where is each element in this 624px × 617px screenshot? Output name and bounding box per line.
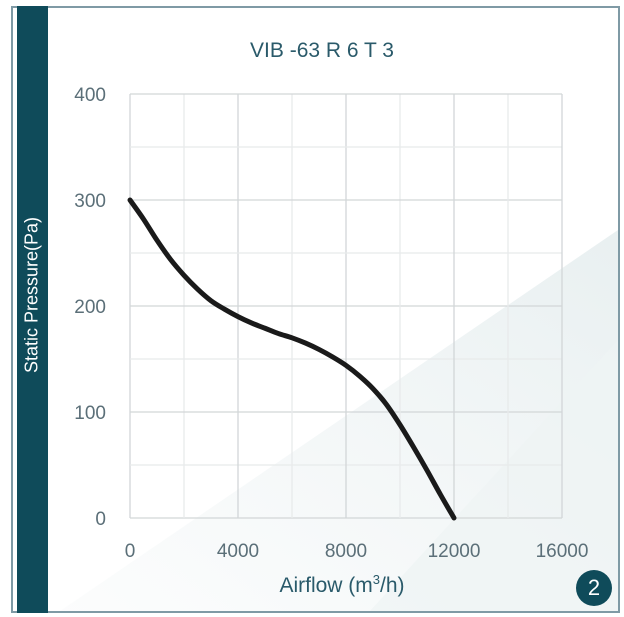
page-number-badge: 2 bbox=[576, 570, 612, 606]
ticks: 0 4000 8000 12000 16000 0 100 200 300 400 bbox=[74, 85, 588, 562]
series-line bbox=[127, 197, 457, 521]
y-tick-label: 300 bbox=[74, 191, 106, 212]
chart-title: VIB -63 R 6 T 3 bbox=[250, 39, 394, 62]
y-tick-label: 400 bbox=[74, 85, 106, 106]
watermark-shape-inner bbox=[370, 340, 618, 611]
series bbox=[127, 197, 457, 521]
grid bbox=[129, 93, 563, 519]
y-tick-label: 200 bbox=[74, 297, 106, 318]
x-axis-label: Airflow (m3/h) bbox=[279, 572, 405, 597]
x-tick-label: 8000 bbox=[325, 541, 367, 562]
y-tick-label: 100 bbox=[74, 403, 106, 424]
y-tick-label: 0 bbox=[95, 509, 106, 530]
side-band bbox=[17, 6, 48, 613]
x-tick-label: 12000 bbox=[428, 541, 481, 562]
x-tick-label: 16000 bbox=[536, 541, 589, 562]
x-tick-label: 0 bbox=[125, 541, 136, 562]
x-tick-label: 4000 bbox=[217, 541, 259, 562]
